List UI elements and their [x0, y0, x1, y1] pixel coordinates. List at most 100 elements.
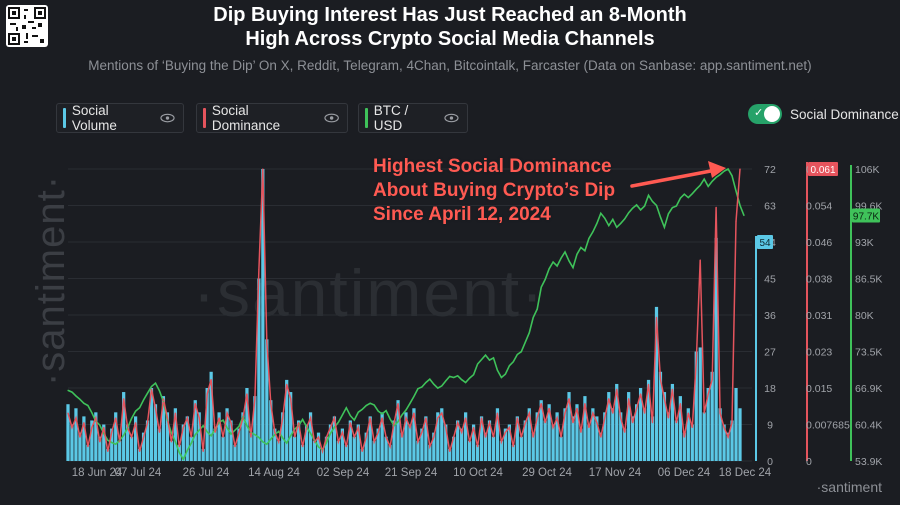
volume-bar [467, 440, 472, 461]
btc-point [222, 419, 224, 421]
btc-point [496, 369, 499, 371]
volume-bar [511, 444, 515, 461]
btc-point [699, 184, 701, 186]
volume-bar [507, 424, 511, 461]
btc-point [512, 361, 514, 363]
volume-bar [690, 424, 694, 461]
y-tick-label: 0 [767, 456, 773, 468]
x-tick-label: 06 Dec 24 [658, 467, 711, 479]
volume-bar [253, 396, 257, 461]
btc-point [95, 420, 97, 422]
eye-icon[interactable] [444, 113, 459, 123]
volume-bar [543, 420, 547, 461]
legend-btc-usd[interactable]: BTC / USD [358, 103, 468, 133]
btc-point [389, 418, 391, 420]
btc-point [278, 430, 280, 432]
btc-point [274, 434, 276, 436]
dominance-point [99, 441, 101, 443]
dominance-point [234, 446, 236, 448]
volume-bar [658, 371, 663, 461]
btc-point [500, 376, 503, 379]
btc-point [739, 204, 741, 207]
dominance-point [246, 393, 248, 395]
btc-point [715, 176, 717, 179]
eye-icon[interactable] [160, 113, 175, 123]
volume-bar [340, 428, 344, 461]
volume-bar [547, 404, 551, 461]
dominance-point [472, 426, 475, 429]
volume-bar [98, 436, 102, 461]
y-tick-label: 0.031 [806, 310, 832, 322]
dominance-point [377, 431, 379, 433]
y-tick-label: 36 [764, 310, 776, 322]
volume-bar [571, 416, 575, 461]
volume-bar [662, 392, 667, 461]
dominance-point [437, 417, 439, 419]
btc-point [453, 376, 455, 379]
toggle-switch[interactable]: ✓ [748, 104, 782, 124]
dominance-point [210, 379, 212, 381]
volume-bar [308, 412, 313, 461]
btc-point [421, 386, 423, 388]
btc-point [719, 174, 721, 176]
dominance-point [560, 436, 562, 438]
btc-point [115, 443, 117, 445]
dominance-point [134, 422, 137, 424]
btc-point [743, 214, 745, 217]
btc-point [210, 435, 212, 437]
btc-point [576, 253, 578, 255]
dominance-point [190, 436, 192, 438]
volume-bar [479, 416, 484, 461]
legend-swatch [63, 108, 66, 128]
btc-point [202, 425, 204, 427]
y-tick-label: 106K [855, 164, 880, 176]
btc-point [341, 414, 343, 416]
volume-bar [205, 388, 209, 461]
btc-point [616, 226, 618, 228]
volume-bar [702, 412, 706, 461]
btc-point [353, 419, 355, 421]
btc-point [564, 251, 566, 253]
legend-social-dominance[interactable]: Social Dominance [196, 103, 348, 133]
volume-bar [153, 404, 158, 461]
volume-bar [312, 440, 317, 461]
dominance-point [206, 393, 208, 395]
volume-bar [269, 400, 273, 461]
btc-point [154, 382, 157, 384]
btc-point [433, 383, 435, 385]
y-tick-label: 45 [764, 274, 776, 286]
y-tick-label: 9 [767, 420, 773, 432]
btc-point [572, 267, 574, 269]
btc-point [711, 180, 713, 182]
volume-bar [698, 347, 702, 461]
btc-point [508, 365, 510, 367]
btc-point [544, 278, 546, 281]
volume-bar [583, 396, 587, 461]
social-dominance-toggle[interactable]: ✓ Social Dominance [748, 104, 899, 124]
eye-icon[interactable] [324, 113, 339, 123]
dominance-point [405, 417, 407, 419]
btc-point [258, 436, 260, 439]
volume-bar [567, 392, 571, 461]
dominance-point [568, 398, 570, 400]
volume-bar [320, 448, 325, 461]
btc-point [321, 449, 324, 451]
btc-point [214, 428, 216, 430]
legend-social-volume[interactable]: Social Volume [56, 103, 184, 133]
btc-point [286, 442, 288, 444]
btc-point [397, 421, 399, 423]
volume-bar [277, 440, 281, 461]
btc-point [262, 441, 264, 443]
dominance-point [651, 422, 654, 424]
volume-bar [197, 412, 201, 461]
volume-bar [587, 424, 591, 461]
dominance-point [166, 417, 169, 419]
volume-bar [650, 416, 655, 461]
dominance-point [592, 412, 594, 414]
dominance-point [453, 436, 455, 438]
y-tick-label: 53.9K [855, 456, 882, 468]
volume-bar [169, 440, 174, 461]
volume-bar [273, 428, 277, 461]
btc-point [449, 375, 451, 377]
